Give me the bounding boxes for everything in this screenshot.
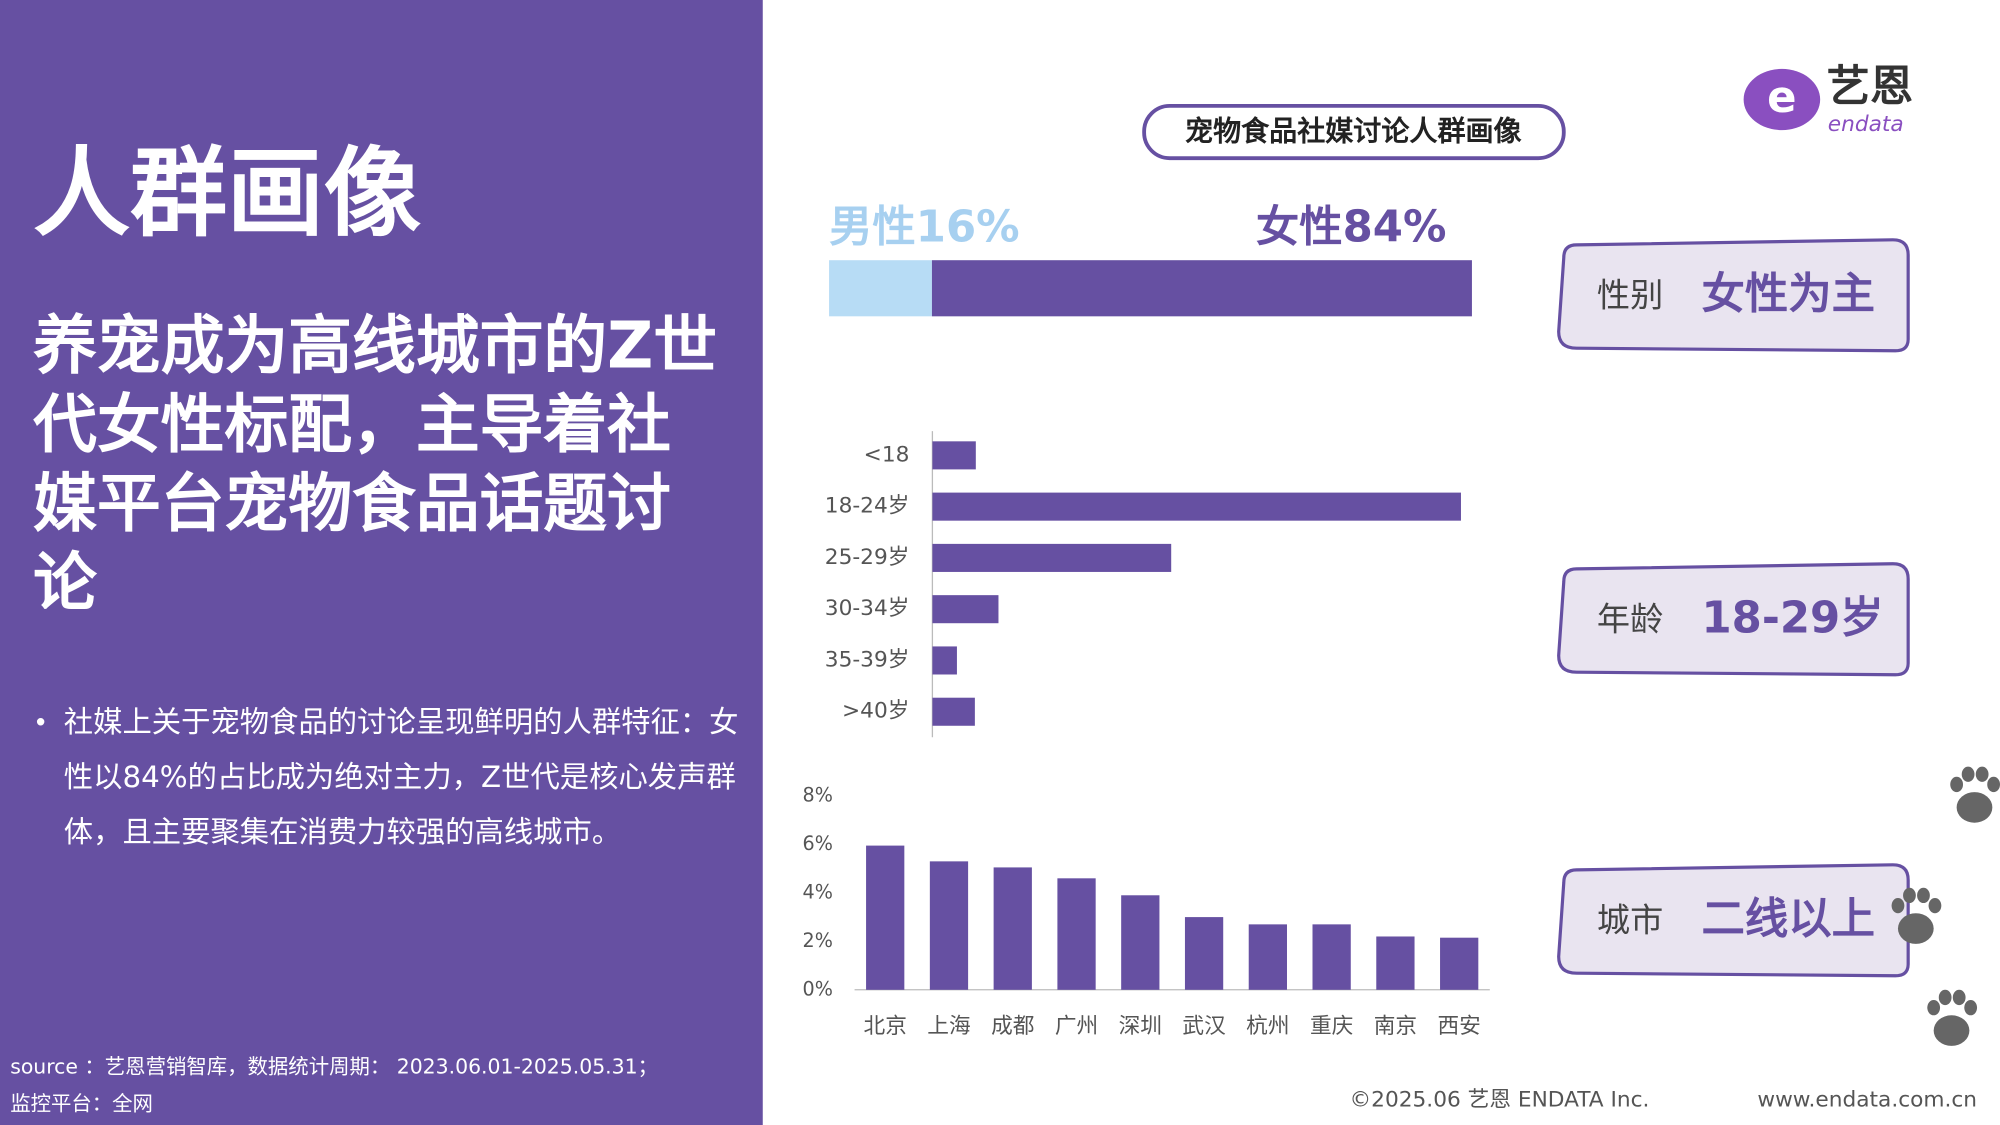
summary-box (1557, 238, 1910, 353)
value-label: 16% (916, 202, 1020, 252)
paw (1897, 913, 1934, 944)
summary-box (1557, 562, 1910, 677)
gender-label: 女性84% (1256, 202, 1447, 252)
logo-e: e (1767, 73, 1796, 123)
paw-toe (1928, 897, 1942, 914)
bar (932, 441, 976, 470)
x-tick-label: 西安 (1438, 1014, 1481, 1039)
logo-mark (1743, 68, 1821, 131)
x-tick-label: 杭州 (1246, 1014, 1289, 1039)
summary-value: 二线以上 (1702, 895, 1875, 945)
logo: e 艺恩 endata (1743, 62, 1914, 137)
gender-label: 男性16% (829, 202, 1020, 252)
value-label: 84% (1343, 202, 1447, 252)
bar (1121, 895, 1160, 990)
headline-box: 养宠成为高线城市的Z世代女性标配，主导着社媒平台宠物食品话题讨论 (33, 308, 718, 620)
platform: 监控平台：全网 (10, 1092, 153, 1116)
bar (1312, 924, 1351, 990)
y-tick-label: >40岁 (842, 699, 909, 724)
x-tick-label: 深圳 (1119, 1014, 1162, 1039)
y-tick-label: 2% (803, 929, 833, 952)
x-tick-label: 重庆 (1310, 1014, 1353, 1039)
paw-toe (1917, 887, 1930, 904)
paw-toe (1927, 1000, 1941, 1016)
summary-value: 18-29岁 (1702, 594, 1884, 644)
bar (866, 845, 905, 990)
x-tick-label: 武汉 (1182, 1014, 1226, 1039)
paw-toe (1891, 897, 1905, 914)
bar (1057, 878, 1096, 990)
bullet-text: 社媒上关于宠物食品的讨论呈现鲜明的人群特征：女性以84%的占比成为绝对主力，Z世… (63, 706, 739, 850)
x-tick-label: 广州 (1055, 1014, 1098, 1039)
panel-title: 宠物食品社媒讨论人群画像 (1185, 115, 1523, 148)
url: www.endata.com.cn (1757, 1088, 1977, 1113)
bar (932, 646, 957, 675)
paw-toe (1961, 766, 1975, 782)
bar (1376, 936, 1415, 990)
left-panel (0, 0, 763, 1125)
paw-toe (1938, 989, 1952, 1006)
headline: 养宠成为高线城市的Z世代女性标配，主导着社媒平台宠物食品话题讨论 (33, 308, 718, 620)
bar (932, 595, 999, 624)
y-tick-label: 6% (803, 832, 833, 855)
summary-label: 城市 (1597, 901, 1663, 940)
bar (993, 867, 1032, 990)
x-tick-label: 北京 (864, 1014, 907, 1039)
summary-box (1557, 863, 1910, 978)
page-title: 人群画像 (33, 136, 421, 243)
bullet-dot: • (33, 708, 48, 738)
paw-toe (1952, 989, 1966, 1006)
bar (932, 543, 1172, 572)
bar (1440, 937, 1479, 990)
y-tick-label: 0% (803, 977, 833, 1000)
paw-toe (1950, 776, 1964, 793)
bar (932, 492, 1461, 521)
y-tick-label: 4% (803, 880, 833, 903)
bar (1184, 917, 1224, 990)
logo-cn: 艺恩 (1827, 62, 1914, 112)
y-tick-label: 18-24岁 (825, 494, 910, 519)
logo-en: endata (1828, 112, 1904, 137)
paw-toe (1964, 1000, 1978, 1016)
copyright: ©2025.06 艺恩 ENDATA Inc. (1349, 1088, 1649, 1113)
x-tick-label: 成都 (991, 1014, 1034, 1039)
paw-toe (1903, 887, 1916, 904)
x-tick-label: 上海 (927, 1014, 970, 1039)
paw (1933, 1015, 1970, 1046)
legend-name: 女性 (1256, 202, 1343, 252)
bar (929, 861, 969, 990)
bullet-box: 社媒上关于宠物食品的讨论呈现鲜明的人群特征：女性以84%的占比成为绝对主力，Z世… (63, 706, 739, 850)
legend-name: 男性 (829, 202, 916, 252)
y-tick-label: 8% (803, 783, 833, 806)
y-tick-label: 35-39岁 (825, 647, 910, 672)
source: source ：艺恩营销智库，数据统计周期： 2023.06.01-2025.0… (10, 1055, 658, 1079)
y-tick-label: 25-29岁 (825, 545, 910, 570)
summary-label: 年龄 (1597, 600, 1663, 639)
x-tick-label: 南京 (1374, 1014, 1417, 1039)
bar (1248, 924, 1287, 990)
gender-bar (829, 260, 932, 317)
paw-toe (1987, 776, 2000, 793)
summary-label: 性别 (1597, 276, 1663, 315)
y-tick-label: 30-34岁 (825, 596, 910, 621)
paw (1956, 792, 1993, 823)
title-box: 人群画像 (33, 136, 421, 243)
gender-bar (931, 260, 1472, 317)
panel-title-pill (1142, 103, 1566, 161)
y-tick-label: <18 (864, 442, 910, 467)
bar (932, 697, 975, 726)
summary-value: 女性为主 (1702, 270, 1875, 320)
paw-toe (1975, 766, 1989, 782)
